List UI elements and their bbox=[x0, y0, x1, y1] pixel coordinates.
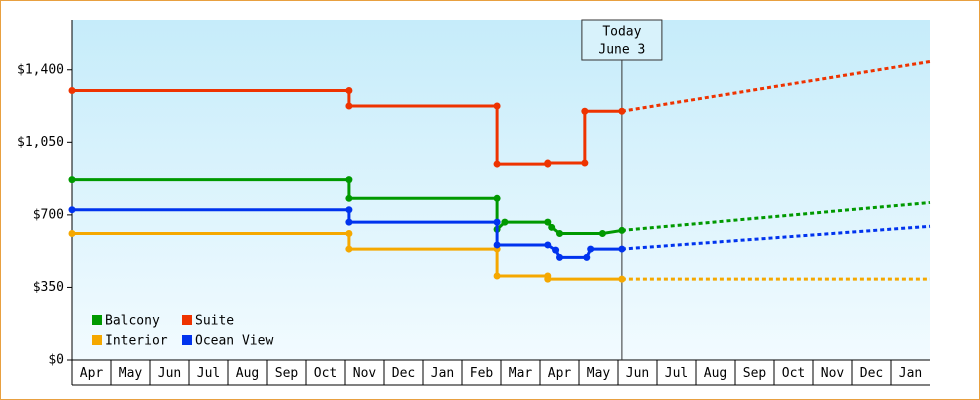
x-tick-label: Sep bbox=[743, 366, 767, 381]
data-point bbox=[544, 275, 552, 283]
forecast-line bbox=[621, 224, 931, 251]
x-tick-label: Jan bbox=[899, 366, 922, 381]
data-point bbox=[345, 194, 353, 202]
data-point bbox=[501, 218, 509, 226]
data-point bbox=[544, 159, 552, 167]
data-point bbox=[552, 246, 560, 254]
series-line bbox=[72, 88, 622, 166]
today-label: Today bbox=[602, 25, 641, 40]
data-point bbox=[345, 86, 353, 94]
legend-swatch bbox=[92, 335, 102, 345]
y-tick-label: $0 bbox=[48, 353, 64, 368]
x-tick-label: Jun bbox=[626, 366, 649, 381]
data-point bbox=[345, 176, 353, 184]
x-tick-label: Dec bbox=[392, 366, 415, 381]
data-point bbox=[493, 272, 501, 280]
forecast-line bbox=[621, 59, 931, 113]
y-tick-label: $1,400 bbox=[17, 62, 64, 77]
data-point bbox=[68, 206, 76, 214]
data-point bbox=[345, 206, 353, 214]
data-point bbox=[581, 107, 589, 115]
legend-label: Suite bbox=[195, 314, 234, 329]
data-point bbox=[544, 241, 552, 249]
x-tick-label: Jun bbox=[158, 366, 181, 381]
x-tick-label: Jul bbox=[197, 366, 220, 381]
y-tick-label: $350 bbox=[33, 280, 64, 295]
data-point bbox=[618, 275, 626, 283]
x-tick-label: Dec bbox=[860, 366, 883, 381]
data-point bbox=[493, 194, 501, 202]
forecast-line bbox=[621, 200, 931, 232]
data-point bbox=[556, 253, 563, 261]
x-tick-label: Oct bbox=[314, 366, 337, 381]
x-tick-label: Nov bbox=[353, 366, 377, 381]
data-point bbox=[618, 107, 626, 115]
x-tick-label: Nov bbox=[821, 366, 845, 381]
x-tick-label: Apr bbox=[548, 366, 572, 381]
legend-label: Interior bbox=[105, 334, 168, 349]
today-box bbox=[581, 19, 663, 61]
legend-label: Balcony bbox=[105, 314, 160, 329]
x-tick-label: Jan bbox=[431, 366, 454, 381]
data-point bbox=[556, 230, 563, 238]
today-label: June 3 bbox=[598, 43, 645, 58]
x-tick-label: Mar bbox=[509, 366, 533, 381]
x-tick-label: Sep bbox=[275, 366, 299, 381]
data-point bbox=[587, 245, 595, 253]
x-tick-label: Oct bbox=[782, 366, 805, 381]
x-tick-label: Aug bbox=[236, 366, 259, 381]
data-point bbox=[598, 230, 606, 238]
legend-swatch bbox=[182, 315, 192, 325]
x-tick-label: Apr bbox=[80, 366, 104, 381]
x-tick-label: Jul bbox=[665, 366, 688, 381]
data-point bbox=[544, 218, 552, 226]
data-point bbox=[493, 218, 501, 226]
data-point bbox=[345, 245, 353, 253]
legend-swatch bbox=[92, 315, 102, 325]
data-point bbox=[68, 86, 76, 94]
x-tick-label: May bbox=[587, 366, 611, 381]
data-point bbox=[345, 102, 353, 110]
data-point bbox=[583, 253, 591, 261]
x-tick-label: May bbox=[119, 366, 143, 381]
x-tick-label: Aug bbox=[704, 366, 727, 381]
data-point bbox=[493, 160, 501, 168]
data-point bbox=[493, 241, 501, 249]
data-point bbox=[345, 218, 353, 226]
data-point bbox=[618, 245, 626, 253]
data-point bbox=[548, 223, 556, 231]
data-point bbox=[345, 230, 353, 238]
data-point bbox=[618, 226, 626, 234]
y-tick-label: $700 bbox=[33, 207, 64, 222]
plot-area bbox=[72, 20, 930, 360]
x-tick-label: Feb bbox=[470, 366, 494, 381]
legend-label: Ocean View bbox=[195, 334, 273, 349]
data-point bbox=[581, 159, 589, 167]
legend-swatch bbox=[182, 335, 192, 345]
data-point bbox=[493, 102, 501, 110]
data-point bbox=[68, 230, 76, 238]
data-point bbox=[68, 176, 76, 184]
y-tick-label: $1,050 bbox=[17, 135, 64, 150]
